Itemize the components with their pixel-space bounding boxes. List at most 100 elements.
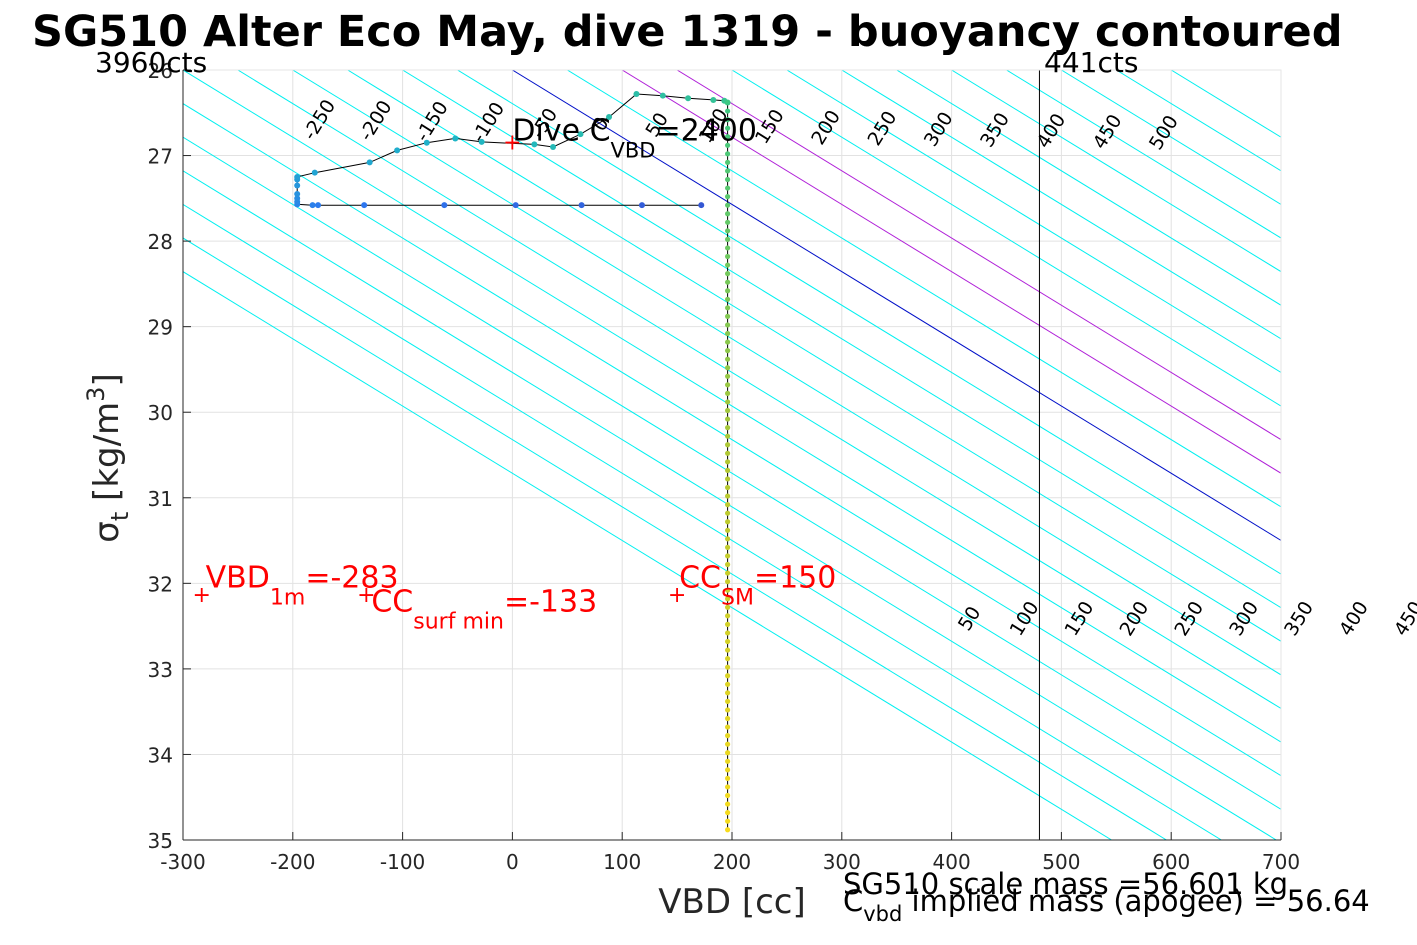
track-point <box>725 142 731 148</box>
buoyancy-contour-line <box>183 136 1281 810</box>
x-ticks: -300 -200 -100 0 100 200 300 400 500 600 700 <box>160 832 1300 874</box>
y-tick-label: 33 <box>148 658 173 682</box>
vbd-1m-label: VBD1m=-283 <box>206 561 399 611</box>
track-point <box>361 202 368 209</box>
track-point <box>725 322 731 328</box>
track-point <box>531 141 538 148</box>
track-point <box>725 664 731 670</box>
track-point <box>725 801 731 807</box>
x-tick-label: -100 <box>380 850 425 874</box>
buoyancy-contour-line <box>347 70 1281 642</box>
track-point <box>725 416 731 422</box>
cc-sm-label-text: CC <box>679 561 721 596</box>
cc-surf-min-label-sub: surf min <box>413 610 504 635</box>
track-point <box>725 467 731 473</box>
track-point <box>638 202 645 209</box>
track-point <box>725 767 731 773</box>
implied-mass-text: Cvbd implied mass (apogee) = 56.64 <box>843 884 1370 926</box>
x-tick-label: 300 <box>823 850 861 874</box>
track-point <box>725 493 731 499</box>
track-point <box>685 95 692 102</box>
buoyancy-contour-line <box>237 70 1281 710</box>
track-point <box>725 202 731 208</box>
x-tick-label: 100 <box>603 850 641 874</box>
track-point <box>725 476 731 482</box>
track-point <box>725 792 731 799</box>
track-point <box>294 182 301 189</box>
x-tick-label: 0 <box>506 850 519 874</box>
track-point <box>725 390 731 396</box>
buoyancy-contour-line <box>896 70 1281 306</box>
track-point <box>725 596 731 602</box>
track-point <box>725 621 731 628</box>
track-point <box>725 784 731 790</box>
track-point <box>725 484 731 491</box>
vbd-1m-label-sub: 1m <box>270 586 305 611</box>
track-point <box>725 510 731 516</box>
track-point <box>725 399 731 405</box>
track-point <box>725 741 731 747</box>
track-point <box>441 202 448 209</box>
track-point <box>725 288 731 294</box>
y-tick-label: 35 <box>148 829 173 853</box>
track-point <box>725 373 731 379</box>
track-point <box>725 271 731 277</box>
track-point <box>725 750 731 756</box>
dive-c-marker: + <box>503 131 521 156</box>
track-point <box>366 159 373 166</box>
cc-sm-label: CCSM=150 <box>679 561 836 611</box>
y-tick-label: 27 <box>148 145 173 169</box>
track-point <box>452 135 459 142</box>
contour-label: 400 <box>1335 597 1373 639</box>
track-point <box>725 365 731 371</box>
track-point <box>309 202 316 209</box>
track-point <box>725 339 731 345</box>
track-point <box>725 433 731 439</box>
track-point <box>725 356 731 362</box>
buoyancy-contour-line <box>292 70 1281 676</box>
y-tick-label: 30 <box>148 401 173 425</box>
track-point <box>725 108 731 114</box>
track-point <box>725 690 731 696</box>
y-tick-label: 28 <box>148 230 173 254</box>
track-point <box>294 195 301 202</box>
buoyancy-contour-line <box>567 70 1281 508</box>
dive-c-text: Dive C <box>512 114 610 149</box>
annotations: +Dive CVBD=2400+VBD1m=-283+CCsurf min=-1… <box>192 114 836 635</box>
track-point <box>725 579 731 585</box>
track-point <box>725 698 731 705</box>
track-point <box>725 570 731 576</box>
neutral-contour-line <box>512 70 1281 542</box>
cc-surf-min-marker: + <box>357 583 375 608</box>
buoyancy-contour-line <box>183 203 1222 840</box>
track-point <box>725 134 731 140</box>
track-point <box>725 827 731 833</box>
track-point <box>659 92 666 99</box>
x-tick-label: -300 <box>160 850 205 874</box>
track-point <box>423 139 430 146</box>
track-point <box>725 176 731 183</box>
y-tick-label: 34 <box>148 743 173 767</box>
track-point <box>725 519 731 525</box>
track-point <box>725 450 731 456</box>
vbd-1m-label-value: =-283 <box>305 561 398 596</box>
dive-c-sub: VBD <box>611 139 656 163</box>
counts-left-label: 3960cts <box>95 46 207 79</box>
track-point <box>725 758 731 764</box>
track-point <box>725 647 731 653</box>
track-point <box>725 502 731 508</box>
y-tick-label: 31 <box>148 487 173 511</box>
track-point <box>578 202 585 209</box>
contour-label: 450 <box>1390 597 1417 639</box>
track-point <box>725 442 731 448</box>
contour-label: 350 <box>1280 597 1318 639</box>
track-point <box>725 330 731 337</box>
track-point <box>725 544 731 551</box>
track-point <box>725 715 731 722</box>
track-point <box>725 168 731 174</box>
x-tick-label: 500 <box>1042 850 1080 874</box>
track-point <box>725 561 731 568</box>
track-point <box>315 202 322 209</box>
buoyancy-contour-line <box>402 70 1281 609</box>
track-point <box>725 117 731 123</box>
